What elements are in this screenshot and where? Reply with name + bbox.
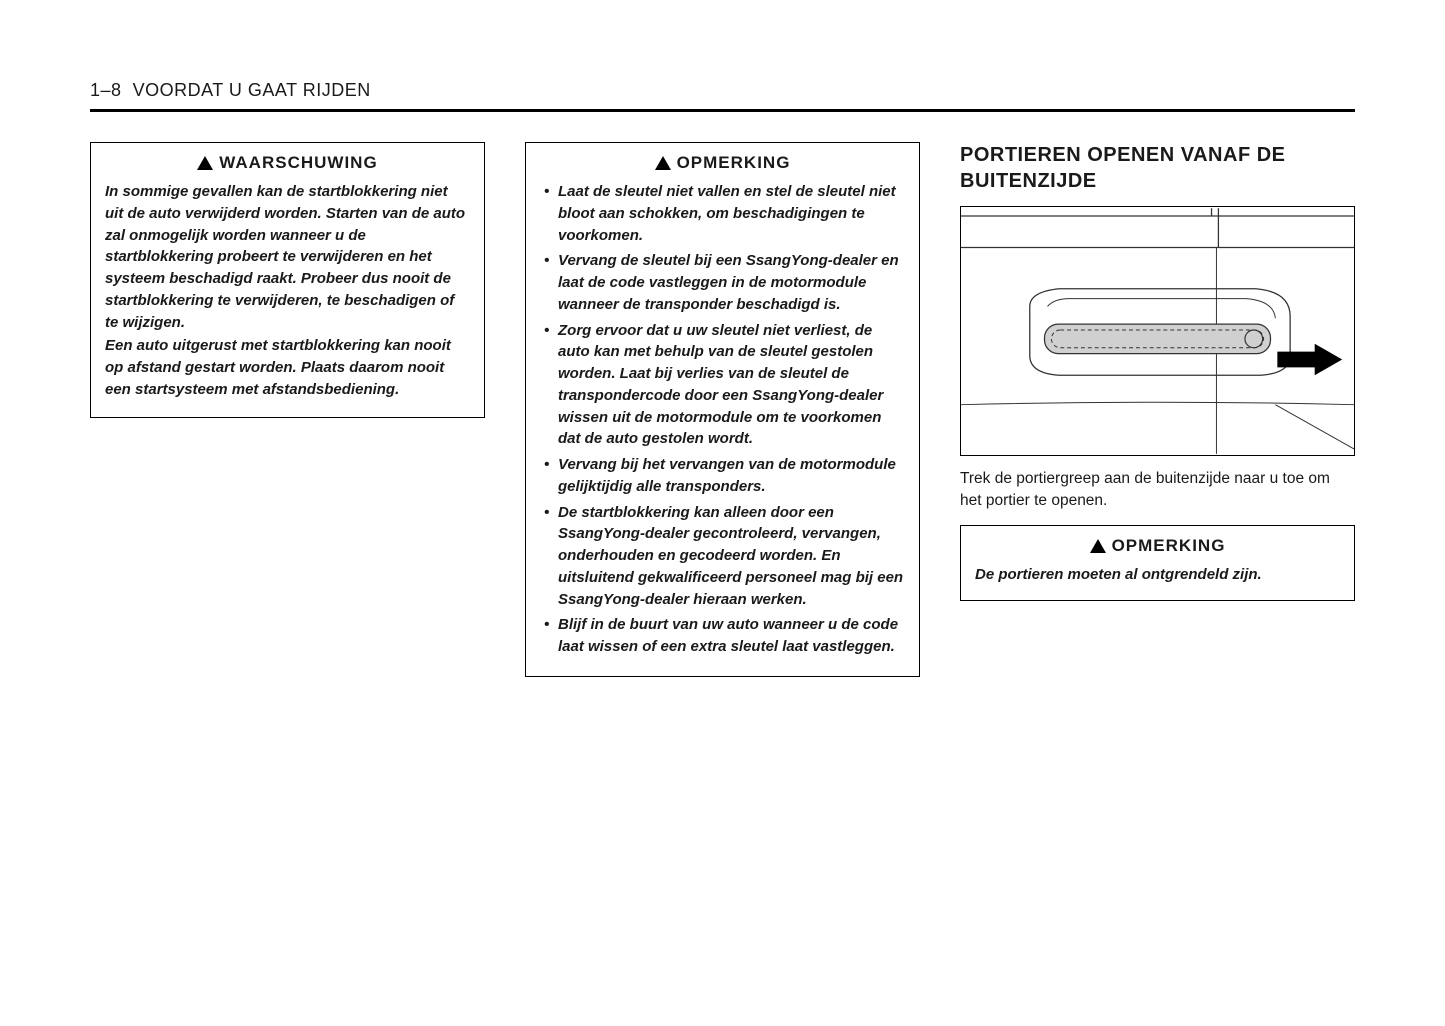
- warning-icon: [197, 156, 213, 170]
- section-title: PORTIEREN OPENEN VANAF DE BUITENZIJDE: [960, 142, 1355, 194]
- door-handle-svg: [961, 207, 1354, 455]
- header-rule: [90, 109, 1355, 112]
- warning-box: WAARSCHUWING In sommige gevallen kan de …: [90, 142, 485, 418]
- note-item: Blijf in de buurt van uw auto wanneer u …: [540, 614, 905, 658]
- note-body-1: Laat de sleutel niet vallen en stel de s…: [540, 181, 905, 658]
- warning-title-text: WAARSCHUWING: [219, 153, 377, 173]
- warning-para-2: Een auto uitgerust met startblokkering k…: [105, 335, 470, 400]
- warning-para-1: In sommige gevallen kan de startblokkeri…: [105, 181, 470, 333]
- note-item: Zorg ervoor dat u uw sleutel niet verlie…: [540, 320, 905, 451]
- illustration-caption: Trek de portiergreep aan de buitenzijde …: [960, 468, 1355, 511]
- door-handle-illustration: [960, 206, 1355, 456]
- note-list: Laat de sleutel niet vallen en stel de s…: [540, 181, 905, 658]
- note-2-title-text: OPMERKING: [1112, 536, 1226, 556]
- warning-icon: [655, 156, 671, 170]
- page-number: 1–8: [90, 80, 122, 100]
- column-1: WAARSCHUWING In sommige gevallen kan de …: [90, 142, 485, 691]
- column-3: PORTIEREN OPENEN VANAF DE BUITENZIJDE: [960, 142, 1355, 691]
- header-section: VOORDAT U GAAT RIJDEN: [133, 80, 371, 100]
- warning-icon: [1090, 539, 1106, 553]
- page-header: 1–8 VOORDAT U GAAT RIJDEN: [90, 80, 1355, 101]
- note-item: De startblokkering kan alleen door een S…: [540, 502, 905, 611]
- note-box-1: OPMERKING Laat de sleutel niet vallen en…: [525, 142, 920, 677]
- note-box-1-title: OPMERKING: [540, 153, 905, 173]
- content-columns: WAARSCHUWING In sommige gevallen kan de …: [90, 142, 1355, 691]
- note-item: Vervang de sleutel bij een SsangYong-dea…: [540, 250, 905, 315]
- note-item: Laat de sleutel niet vallen en stel de s…: [540, 181, 905, 246]
- column-2: OPMERKING Laat de sleutel niet vallen en…: [525, 142, 920, 691]
- note-title-text: OPMERKING: [677, 153, 791, 173]
- note-2-text: De portieren moeten al ontgrendeld zijn.: [975, 566, 1262, 583]
- warning-body: In sommige gevallen kan de startblokkeri…: [105, 181, 470, 401]
- warning-box-title: WAARSCHUWING: [105, 153, 470, 173]
- note-box-2: OPMERKING De portieren moeten al ontgren…: [960, 525, 1355, 601]
- note-body-2: De portieren moeten al ontgrendeld zijn.: [975, 564, 1340, 586]
- note-box-2-title: OPMERKING: [975, 536, 1340, 556]
- note-item: Vervang bij het vervangen van de motormo…: [540, 454, 905, 498]
